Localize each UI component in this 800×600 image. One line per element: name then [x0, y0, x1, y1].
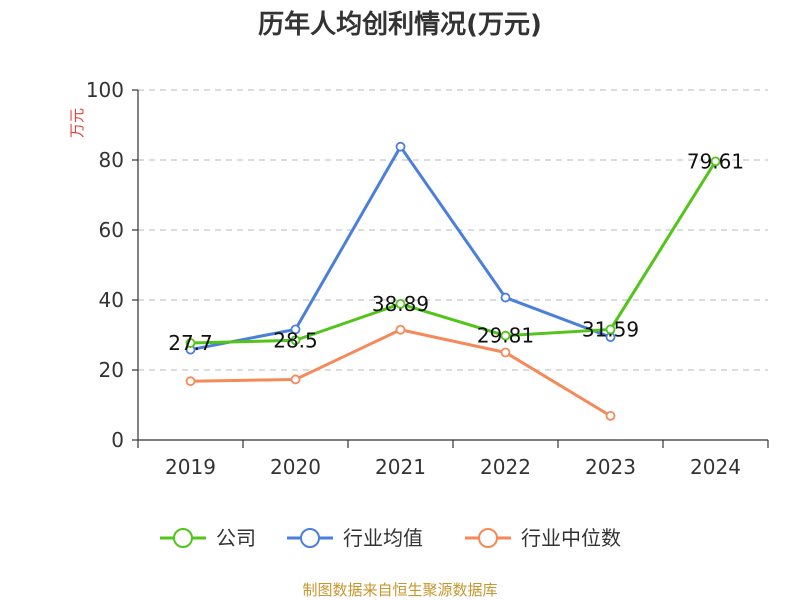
point-行业中位数-2019 — [185, 376, 196, 387]
series-line-公司 — [190, 160, 717, 345]
x-tick-label-2020: 2020 — [270, 455, 321, 479]
axes: 0 20 40 60 80 100 2019 2020 2021 2022 2023 2024 — [86, 78, 769, 479]
chart-title: 历年人均创利情况(万元) — [258, 9, 542, 40]
y-axis-label: 万元 — [68, 108, 86, 138]
y-tick-label-0: 0 — [111, 428, 124, 452]
point-行业中位数-2021 — [395, 324, 406, 335]
point-行业均值-2021 — [395, 141, 406, 152]
point-公司-2020 — [290, 335, 301, 346]
point-公司-2021 — [395, 298, 406, 309]
legend: 公司 行业均值 行业中位数 — [160, 526, 621, 550]
point-行业均值-2020 — [290, 324, 301, 335]
data-label-2024: 79.61 — [687, 149, 744, 173]
data-label-2020: 28.5 — [273, 328, 318, 352]
series-line-行业均值 — [190, 145, 612, 352]
point-公司-2022 — [500, 330, 511, 341]
legend-swatch-marker — [300, 528, 320, 548]
legend-swatch-marker — [478, 528, 498, 548]
legend-item-行业中位数[interactable]: 行业中位数 — [465, 526, 621, 550]
legend-label: 公司 — [216, 526, 256, 550]
point-行业均值-2022 — [500, 292, 511, 303]
x-tick-label-2024: 2024 — [690, 455, 741, 479]
legend-item-行业均值[interactable]: 行业均值 — [287, 526, 423, 550]
data-label-2019: 27.7 — [168, 331, 213, 355]
point-行业中位数-2020 — [290, 374, 301, 385]
series-lines — [185, 141, 721, 421]
legend-label: 行业均值 — [343, 526, 423, 550]
legend-swatch-marker — [173, 528, 193, 548]
data-label-2023: 31.59 — [582, 317, 639, 341]
legend-label: 行业中位数 — [521, 526, 621, 550]
point-行业中位数-2023 — [605, 410, 616, 421]
x-tick-label-2021: 2021 — [375, 455, 426, 479]
point-公司-2023 — [605, 324, 616, 335]
data-label-2022: 29.81 — [477, 324, 534, 348]
y-tick-label-40: 40 — [99, 288, 124, 312]
data-label-2021: 38.89 — [372, 292, 429, 316]
x-tick-label-2019: 2019 — [165, 455, 216, 479]
source-note: 制图数据来自恒生聚源数据库 — [302, 581, 497, 599]
x-tick-label-2023: 2023 — [585, 455, 636, 479]
grid-lines — [138, 89, 768, 371]
y-tick-label-100: 100 — [86, 78, 124, 102]
point-公司-2019 — [185, 338, 196, 348]
y-tick-label-20: 20 — [99, 358, 124, 382]
y-tick-label-80: 80 — [99, 148, 124, 172]
y-tick-label-60: 60 — [99, 218, 124, 242]
x-tick-label-2022: 2022 — [480, 455, 531, 479]
point-行业中位数-2022 — [500, 347, 511, 358]
point-公司-2024 — [710, 156, 721, 167]
data-labels: 27.7 28.5 38.89 29.81 31.59 79.61 — [168, 149, 744, 355]
legend-item-公司[interactable]: 公司 — [160, 526, 256, 550]
